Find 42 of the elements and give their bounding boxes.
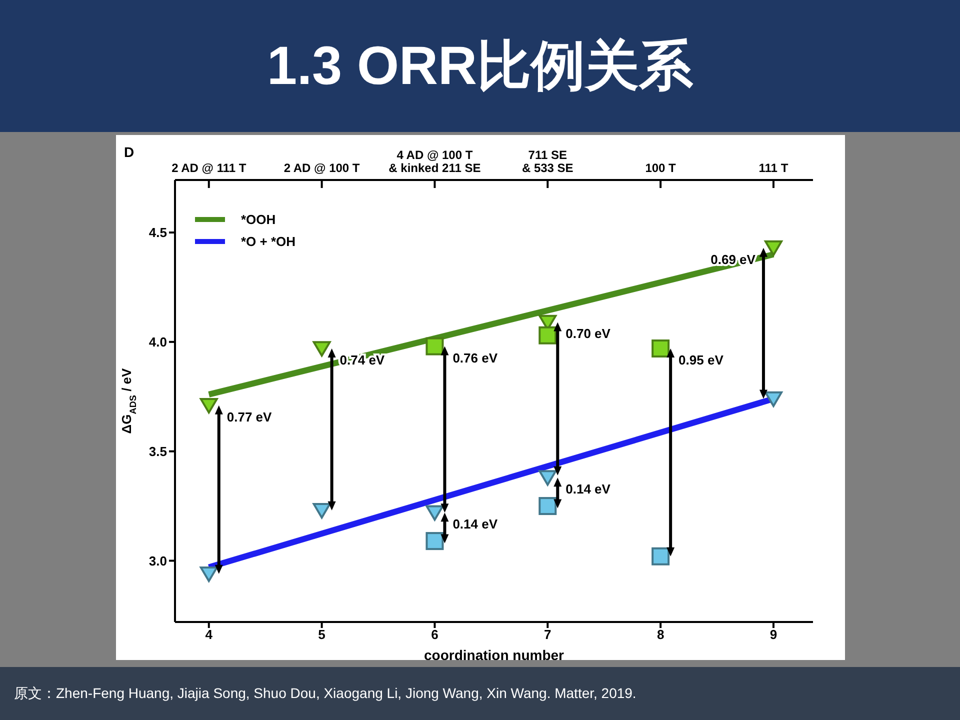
point (652, 339, 670, 358)
point (426, 532, 444, 550)
legend-label: *O + *OH (241, 234, 296, 248)
point (426, 505, 444, 521)
annotation: 0.95 eV (678, 352, 724, 368)
point (764, 240, 782, 256)
x-tick-label: 6 (431, 627, 438, 642)
text: D (124, 144, 134, 160)
point (312, 503, 331, 519)
point (538, 326, 557, 344)
annotation: 711 SE & 533 SE (522, 148, 574, 175)
x-axis-title: coordination number (424, 647, 565, 663)
annotation: 0.14 eV (452, 516, 498, 532)
y-tick-label: 3.5 (148, 444, 167, 459)
annotation: 111 T (758, 161, 789, 175)
x-tick-label: 7 (544, 627, 552, 642)
y-tick-label: 4.0 (148, 334, 167, 350)
point (200, 398, 218, 414)
point (538, 497, 557, 516)
x-tick-label: 8 (656, 627, 664, 642)
point (764, 391, 782, 408)
x-tick-label: 4 (205, 627, 214, 642)
legend-label: *OOH (241, 212, 276, 226)
x-tick-label: 5 (318, 627, 326, 642)
annotation: 0.70 eV (566, 326, 611, 342)
annotation: 100 T (645, 161, 677, 175)
point (312, 341, 331, 357)
x-tick-label: 9 (770, 627, 778, 642)
point (200, 566, 218, 582)
annotation: 0.76 eV (452, 350, 498, 366)
y-tick-label: 4.5 (148, 225, 167, 240)
point (538, 470, 557, 486)
chart-title: 1.3 ORR比例关系 (0, 0, 960, 132)
point (652, 547, 670, 566)
annotation: 2 AD @ 111 T (172, 161, 247, 175)
annotation: 0.77 eV (226, 409, 272, 424)
annotation: 0.14 eV (566, 482, 611, 497)
text: 原文：Zhen-Feng Huang, Jiajia Song, Shuo Dou, Xiaogang Li, Jiong Wang, Xin Wang. Matter, 2019. (0, 667, 960, 720)
point (426, 337, 444, 356)
annotation: 2 AD @ 100 T (284, 161, 360, 175)
y-tick-label: 3.0 (148, 553, 167, 568)
annotation: 4 AD @ 100 T & kinked 211 SE (388, 148, 481, 175)
